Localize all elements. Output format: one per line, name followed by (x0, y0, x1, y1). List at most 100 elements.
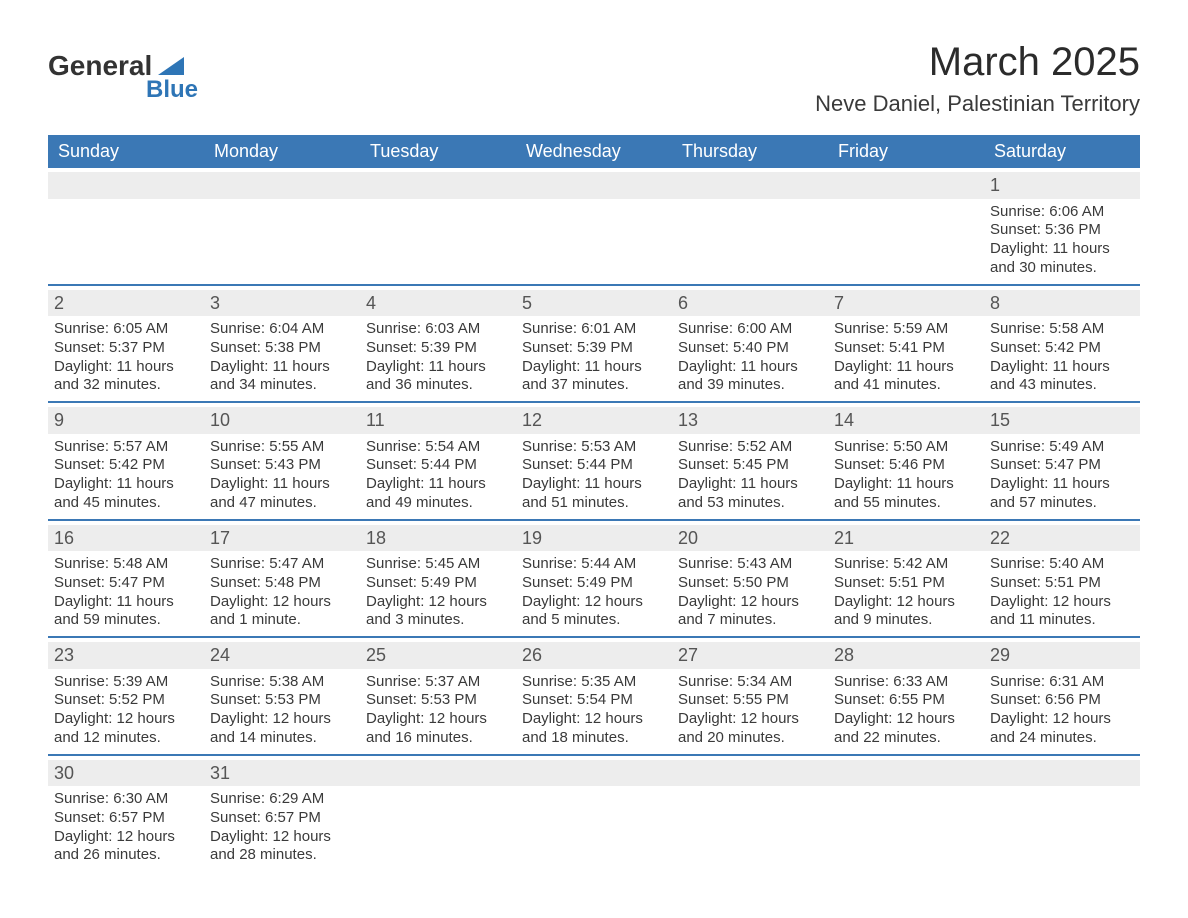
day-dl1: Daylight: 11 hours (210, 358, 354, 377)
day-cell: 3Sunrise: 6:04 AMSunset: 5:38 PMDaylight… (204, 286, 360, 402)
weekday-header: Sunday (48, 135, 204, 168)
day-cell (672, 168, 828, 284)
day-dl1: Daylight: 11 hours (522, 358, 666, 377)
day-dl1: Daylight: 11 hours (678, 358, 822, 377)
day-sunrise: Sunrise: 6:00 AM (678, 320, 822, 339)
week-row: 23Sunrise: 5:39 AMSunset: 5:52 PMDayligh… (48, 638, 1140, 756)
day-cell (516, 168, 672, 284)
day-sunset: Sunset: 5:50 PM (678, 574, 822, 593)
day-sunset: Sunset: 5:46 PM (834, 456, 978, 475)
day-cell: 24Sunrise: 5:38 AMSunset: 5:53 PMDayligh… (204, 638, 360, 754)
day-number: 27 (672, 642, 828, 669)
logo-text-main: General (48, 50, 152, 82)
day-dl1: Daylight: 12 hours (990, 710, 1134, 729)
day-sunrise: Sunrise: 5:52 AM (678, 438, 822, 457)
day-dl1: Daylight: 12 hours (834, 710, 978, 729)
month-title: March 2025 (815, 40, 1140, 85)
weekday-header: Thursday (672, 135, 828, 168)
day-sunrise: Sunrise: 6:29 AM (210, 790, 354, 809)
day-sunset: Sunset: 5:41 PM (834, 339, 978, 358)
day-number: 20 (672, 525, 828, 552)
day-number: 30 (48, 760, 204, 787)
day-dl1: Daylight: 12 hours (522, 593, 666, 612)
day-dl2: and 43 minutes. (990, 376, 1134, 395)
day-cell: 23Sunrise: 5:39 AMSunset: 5:52 PMDayligh… (48, 638, 204, 754)
day-dl2: and 26 minutes. (54, 846, 198, 865)
day-dl2: and 18 minutes. (522, 729, 666, 748)
day-number (828, 172, 984, 199)
day-sunset: Sunset: 5:45 PM (678, 456, 822, 475)
day-number: 14 (828, 407, 984, 434)
day-cell: 22Sunrise: 5:40 AMSunset: 5:51 PMDayligh… (984, 521, 1140, 637)
day-number: 7 (828, 290, 984, 317)
day-sunset: Sunset: 5:38 PM (210, 339, 354, 358)
day-sunrise: Sunrise: 5:55 AM (210, 438, 354, 457)
day-sunrise: Sunrise: 5:48 AM (54, 555, 198, 574)
day-dl1: Daylight: 11 hours (54, 358, 198, 377)
day-number: 3 (204, 290, 360, 317)
day-number: 8 (984, 290, 1140, 317)
day-number: 13 (672, 407, 828, 434)
day-sunset: Sunset: 5:49 PM (522, 574, 666, 593)
day-dl2: and 57 minutes. (990, 494, 1134, 513)
day-sunset: Sunset: 6:57 PM (54, 809, 198, 828)
day-sunset: Sunset: 5:40 PM (678, 339, 822, 358)
day-sunrise: Sunrise: 5:45 AM (366, 555, 510, 574)
calendar: SundayMondayTuesdayWednesdayThursdayFrid… (48, 135, 1140, 871)
day-number (516, 172, 672, 199)
day-dl2: and 3 minutes. (366, 611, 510, 630)
day-number: 17 (204, 525, 360, 552)
day-cell: 16Sunrise: 5:48 AMSunset: 5:47 PMDayligh… (48, 521, 204, 637)
day-dl2: and 22 minutes. (834, 729, 978, 748)
day-sunrise: Sunrise: 5:59 AM (834, 320, 978, 339)
day-number: 25 (360, 642, 516, 669)
day-sunset: Sunset: 5:52 PM (54, 691, 198, 710)
day-cell (828, 756, 984, 872)
day-number: 4 (360, 290, 516, 317)
day-sunrise: Sunrise: 5:37 AM (366, 673, 510, 692)
day-sunrise: Sunrise: 5:47 AM (210, 555, 354, 574)
day-cell: 2Sunrise: 6:05 AMSunset: 5:37 PMDaylight… (48, 286, 204, 402)
day-number: 21 (828, 525, 984, 552)
day-dl1: Daylight: 11 hours (366, 358, 510, 377)
day-dl2: and 53 minutes. (678, 494, 822, 513)
day-dl2: and 55 minutes. (834, 494, 978, 513)
day-cell: 6Sunrise: 6:00 AMSunset: 5:40 PMDaylight… (672, 286, 828, 402)
day-sunset: Sunset: 5:39 PM (366, 339, 510, 358)
day-number: 18 (360, 525, 516, 552)
day-sunset: Sunset: 5:39 PM (522, 339, 666, 358)
weekday-header: Friday (828, 135, 984, 168)
day-number (672, 760, 828, 787)
day-dl2: and 37 minutes. (522, 376, 666, 395)
day-sunrise: Sunrise: 5:40 AM (990, 555, 1134, 574)
day-sunrise: Sunrise: 5:50 AM (834, 438, 978, 457)
day-number: 19 (516, 525, 672, 552)
day-cell: 18Sunrise: 5:45 AMSunset: 5:49 PMDayligh… (360, 521, 516, 637)
day-dl2: and 45 minutes. (54, 494, 198, 513)
day-dl2: and 59 minutes. (54, 611, 198, 630)
day-sunrise: Sunrise: 6:31 AM (990, 673, 1134, 692)
day-sunrise: Sunrise: 5:43 AM (678, 555, 822, 574)
day-sunset: Sunset: 5:42 PM (990, 339, 1134, 358)
weekday-header: Saturday (984, 135, 1140, 168)
day-cell: 13 Sunrise: 5:52 AMSunset: 5:45 PMDayligh… (672, 403, 828, 519)
day-sunset: Sunset: 5:44 PM (366, 456, 510, 475)
day-number: 5 (516, 290, 672, 317)
day-number: 15 (984, 407, 1140, 434)
day-sunrise: Sunrise: 5:38 AM (210, 673, 354, 692)
day-sunrise: Sunrise: 6:30 AM (54, 790, 198, 809)
day-dl1: Daylight: 12 hours (678, 593, 822, 612)
day-number (360, 760, 516, 787)
day-number: 9 (48, 407, 204, 434)
day-number: 1 (984, 172, 1140, 199)
day-dl2: and 11 minutes. (990, 611, 1134, 630)
day-cell (204, 168, 360, 284)
day-cell (516, 756, 672, 872)
day-number: 26 (516, 642, 672, 669)
day-sunrise: Sunrise: 6:05 AM (54, 320, 198, 339)
day-number (204, 172, 360, 199)
day-dl1: Daylight: 11 hours (678, 475, 822, 494)
day-number (672, 172, 828, 199)
day-cell: 7Sunrise: 5:59 AMSunset: 5:41 PMDaylight… (828, 286, 984, 402)
day-dl1: Daylight: 11 hours (522, 475, 666, 494)
